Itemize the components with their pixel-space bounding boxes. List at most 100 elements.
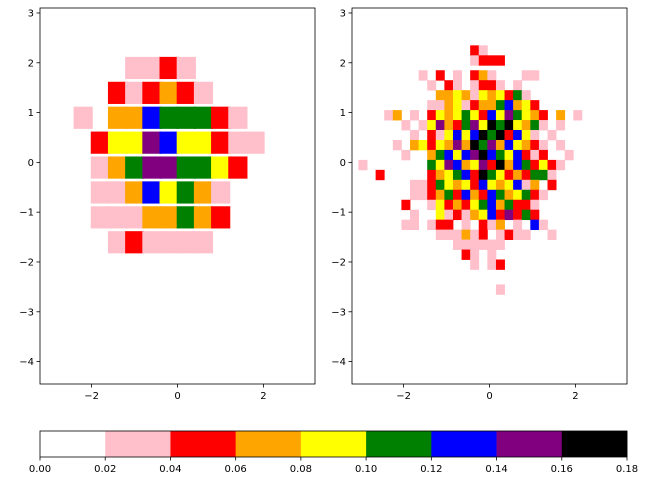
heatmap-cell <box>444 130 454 141</box>
heatmap-cell <box>513 229 523 240</box>
heatmap-cell <box>159 106 179 129</box>
heatmap-cell <box>176 81 196 104</box>
heatmap-cell <box>487 100 497 111</box>
heatmap-cell <box>521 70 531 81</box>
heatmap-cell <box>461 249 471 260</box>
colorbar-segment <box>366 431 432 457</box>
x-tick-label: 0 <box>486 391 492 402</box>
heatmap-cell <box>444 199 454 211</box>
heatmap-cell <box>470 130 480 141</box>
heatmap-cell <box>495 90 505 101</box>
y-tick-label: 3 <box>340 8 346 19</box>
heatmap-cell <box>478 169 488 181</box>
heatmap-cell <box>504 199 514 211</box>
heatmap-cell <box>547 179 557 191</box>
heatmap-cell <box>435 130 445 141</box>
heatmap-cell <box>452 70 462 81</box>
heatmap-cell <box>478 80 488 91</box>
heatmap-cell <box>504 139 514 151</box>
heatmap-cell <box>478 229 488 240</box>
heatmap-cell <box>504 179 514 191</box>
heatmap-cell <box>418 139 428 151</box>
heatmap-cell <box>487 249 497 260</box>
heatmap-cell <box>461 179 471 191</box>
y-tick-label: −4 <box>331 357 346 368</box>
heatmap-cell <box>176 56 196 80</box>
heatmap-cell <box>487 179 497 191</box>
heatmap-cells <box>73 56 265 254</box>
heatmap-cell <box>495 100 505 111</box>
heatmap-cell <box>444 209 454 221</box>
y-tick-label: 2 <box>340 58 346 69</box>
heatmap-cell <box>107 181 128 204</box>
heatmap-cell <box>452 229 462 240</box>
heatmap-cell <box>470 209 480 221</box>
heatmap-cell <box>90 131 110 154</box>
heatmap-cell <box>538 139 548 151</box>
heatmap-cell <box>470 100 480 111</box>
heatmap-cell <box>452 110 462 121</box>
heatmap-cell <box>470 80 480 91</box>
heatmap-cell <box>193 81 214 104</box>
heatmap-cell <box>461 90 471 101</box>
heatmap-cell <box>427 80 437 91</box>
heatmap-cell <box>452 159 462 171</box>
heatmap-cell <box>444 159 454 171</box>
heatmap-cell <box>538 110 548 121</box>
heatmap-cell <box>159 81 179 104</box>
heatmap-cell <box>478 219 488 231</box>
heatmap-cell <box>470 70 480 81</box>
heatmap-cell <box>444 90 454 101</box>
heatmap-cell <box>478 139 488 151</box>
heatmap-cell <box>513 209 523 221</box>
heatmap-cell <box>513 110 523 121</box>
heatmap-cell <box>513 159 523 171</box>
heatmap-cell <box>504 100 514 111</box>
colorbar-tick-label: 0.08 <box>290 464 312 475</box>
heatmap-cell <box>410 179 419 191</box>
colorbar-segment <box>496 431 563 457</box>
heatmap-cell <box>410 110 419 121</box>
heatmap-cell <box>452 189 462 201</box>
heatmap-cell <box>410 139 419 151</box>
heatmap-cell <box>461 110 471 121</box>
heatmap-cell <box>159 131 179 154</box>
heatmap-cell <box>513 139 523 151</box>
heatmap-cell <box>495 139 505 151</box>
heatmap-cell <box>530 209 540 221</box>
heatmap-cell <box>495 229 505 240</box>
x-tick-label: 0 <box>174 391 180 402</box>
heatmap-cell <box>193 131 214 154</box>
heatmap-cell <box>142 56 162 80</box>
heatmap-cell <box>461 209 471 221</box>
heatmap-cell <box>427 130 437 141</box>
heatmap-cell <box>495 130 505 141</box>
heatmap-cell <box>470 169 480 181</box>
heatmap-cell <box>530 70 540 81</box>
heatmap-cell <box>495 199 505 211</box>
heatmap-cell <box>530 139 540 151</box>
heatmap-cell <box>444 229 454 240</box>
heatmap-cell <box>504 110 514 121</box>
y-tick-label: −2 <box>331 257 346 268</box>
y-tick-label: 0 <box>340 158 346 169</box>
heatmap-cell <box>375 169 385 181</box>
heatmap-cell <box>513 189 523 201</box>
heatmap-cell <box>176 181 196 204</box>
heatmap-cell <box>107 156 128 179</box>
heatmap-cell <box>384 110 394 121</box>
heatmap-cell <box>435 189 445 201</box>
heatmap-cell <box>504 120 514 131</box>
heatmap-cell <box>444 149 454 161</box>
heatmap-cell <box>444 139 454 151</box>
heatmap-cell <box>90 206 110 229</box>
heatmap-cell <box>521 169 531 181</box>
x-tick-label: −2 <box>396 391 411 402</box>
heatmap-cell <box>487 80 497 91</box>
heatmap-cell <box>547 130 557 141</box>
heatmap-cell <box>470 189 480 201</box>
y-tick-label: −3 <box>331 307 346 318</box>
heatmap-cell <box>176 106 196 129</box>
heatmap-cell <box>478 70 488 81</box>
heatmap-cell <box>478 189 488 201</box>
